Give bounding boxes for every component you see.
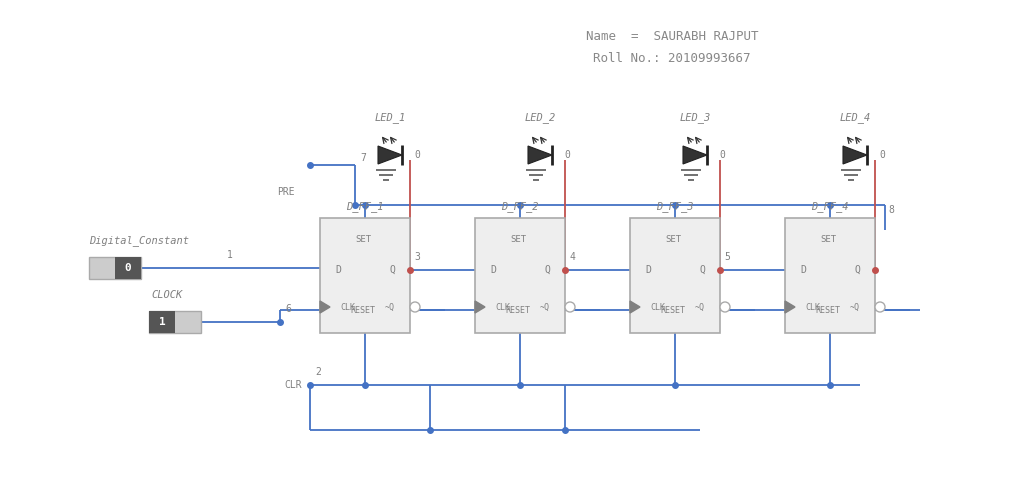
Text: 7: 7 bbox=[360, 153, 366, 163]
Text: D_FF_3: D_FF_3 bbox=[656, 201, 693, 213]
Text: 0: 0 bbox=[564, 150, 570, 160]
Polygon shape bbox=[319, 301, 330, 313]
Text: ~Q: ~Q bbox=[385, 303, 395, 311]
Text: D_FF_4: D_FF_4 bbox=[811, 201, 849, 213]
Circle shape bbox=[874, 302, 885, 312]
Bar bbox=[89, 257, 141, 279]
Text: SET: SET bbox=[355, 235, 371, 244]
Text: ~Q: ~Q bbox=[850, 303, 860, 311]
Text: LED_1: LED_1 bbox=[375, 112, 406, 123]
Circle shape bbox=[410, 302, 420, 312]
Text: Q: Q bbox=[544, 265, 550, 275]
Text: CLK: CLK bbox=[341, 303, 355, 311]
Polygon shape bbox=[843, 146, 867, 164]
Text: 8: 8 bbox=[888, 205, 894, 215]
Text: Digital_Constant: Digital_Constant bbox=[89, 235, 189, 246]
Text: CLK: CLK bbox=[806, 303, 820, 311]
Polygon shape bbox=[785, 301, 795, 313]
Text: SET: SET bbox=[510, 235, 526, 244]
Text: CLK: CLK bbox=[496, 303, 511, 311]
Bar bbox=[475, 217, 565, 333]
Polygon shape bbox=[630, 301, 640, 313]
Text: 0: 0 bbox=[414, 150, 420, 160]
Text: D: D bbox=[335, 265, 341, 275]
Text: RESET: RESET bbox=[350, 306, 376, 315]
Text: ~Q: ~Q bbox=[540, 303, 550, 311]
Text: D: D bbox=[800, 265, 806, 275]
Bar bbox=[785, 217, 874, 333]
Text: 0: 0 bbox=[125, 263, 131, 273]
Text: Q: Q bbox=[389, 265, 395, 275]
Text: 2: 2 bbox=[315, 367, 321, 377]
Bar bbox=[319, 217, 410, 333]
Text: CLK: CLK bbox=[650, 303, 666, 311]
Text: RESET: RESET bbox=[660, 306, 685, 315]
Text: CLOCK: CLOCK bbox=[152, 290, 182, 300]
Text: D_FF_1: D_FF_1 bbox=[346, 201, 384, 213]
Text: SET: SET bbox=[820, 235, 836, 244]
Circle shape bbox=[720, 302, 730, 312]
Text: 0: 0 bbox=[719, 150, 725, 160]
Text: D: D bbox=[645, 265, 651, 275]
Text: Name  =  SAURABH RAJPUT: Name = SAURABH RAJPUT bbox=[586, 30, 758, 43]
Polygon shape bbox=[528, 146, 552, 164]
Text: SET: SET bbox=[665, 235, 681, 244]
Bar bbox=[150, 311, 201, 333]
Text: PRE: PRE bbox=[278, 187, 295, 197]
Circle shape bbox=[565, 302, 575, 312]
Text: Q: Q bbox=[699, 265, 705, 275]
Text: RESET: RESET bbox=[815, 306, 841, 315]
Text: 5: 5 bbox=[724, 252, 730, 262]
Text: LED_3: LED_3 bbox=[679, 112, 711, 123]
Text: RESET: RESET bbox=[506, 306, 530, 315]
Text: 1: 1 bbox=[159, 317, 165, 327]
Polygon shape bbox=[378, 146, 402, 164]
Text: Q: Q bbox=[854, 265, 860, 275]
Text: LED_2: LED_2 bbox=[524, 112, 556, 123]
Text: 0: 0 bbox=[879, 150, 885, 160]
Bar bbox=[630, 217, 720, 333]
Polygon shape bbox=[475, 301, 485, 313]
Text: D: D bbox=[490, 265, 496, 275]
Text: 1: 1 bbox=[227, 250, 232, 260]
Text: Roll No.: 20109993667: Roll No.: 20109993667 bbox=[593, 52, 751, 65]
Text: 3: 3 bbox=[414, 252, 420, 262]
Text: CLR: CLR bbox=[285, 380, 302, 390]
Text: 4: 4 bbox=[569, 252, 574, 262]
Text: 6: 6 bbox=[285, 304, 291, 314]
Text: ~Q: ~Q bbox=[695, 303, 705, 311]
Bar bbox=[150, 311, 175, 333]
Bar bbox=[115, 257, 141, 279]
Text: LED_4: LED_4 bbox=[840, 112, 870, 123]
Polygon shape bbox=[683, 146, 707, 164]
Text: D_FF_2: D_FF_2 bbox=[502, 201, 539, 213]
